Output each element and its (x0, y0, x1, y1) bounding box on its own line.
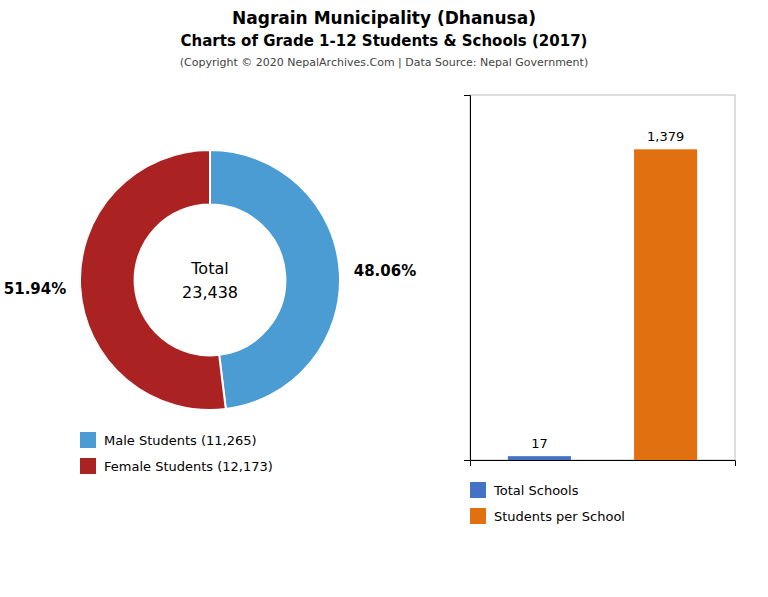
legend-swatch (80, 458, 96, 474)
bar (508, 456, 571, 460)
data-label: 17 (531, 436, 548, 451)
legend: Male Students (11,265) Female Students (1… (80, 432, 273, 474)
legend-item: Male Students (11,265) (80, 432, 257, 448)
annotation: (Copyright © 2020 NepalArchives.Com | Da… (180, 56, 588, 69)
title: Nagrain Municipality (Dhanusa) (232, 8, 536, 28)
legend-label: Male Students (11,265) (104, 433, 257, 448)
legend-item: Total Schools (470, 482, 579, 498)
figure: Nagrain Municipality (Dhanusa) Charts of … (0, 0, 768, 597)
bars (508, 149, 697, 460)
y-axis (464, 96, 471, 461)
donut: Total 23,438 48.06% 51.94% (4, 150, 416, 410)
legend-label: Students per School (494, 509, 625, 524)
legend-swatch (470, 482, 486, 498)
slices (80, 150, 340, 410)
y-axis-line (464, 96, 471, 461)
legend-label: Female Students (12,173) (104, 459, 273, 474)
data-label: 48.06% (354, 262, 416, 280)
data-label: 1,379 (647, 129, 684, 144)
subtitle: Charts of Grade 1-12 Students & Schools … (181, 32, 588, 50)
data-label: 51.94% (4, 280, 66, 298)
center-label: Total (190, 259, 228, 278)
legend-item: Students per School (470, 508, 625, 524)
slice (210, 150, 340, 409)
legend-label: Total Schools (493, 483, 579, 498)
legend: Total Schools Students per School (470, 482, 625, 524)
plot-frame (470, 95, 735, 460)
x-axis-line (471, 461, 736, 467)
legend-swatch (80, 432, 96, 448)
bar (634, 149, 697, 460)
legend-swatch (470, 508, 486, 524)
legend-item: Female Students (12,173) (80, 458, 273, 474)
center-label: 23,438 (182, 283, 238, 302)
slice (80, 150, 226, 410)
x-axis (471, 461, 736, 467)
